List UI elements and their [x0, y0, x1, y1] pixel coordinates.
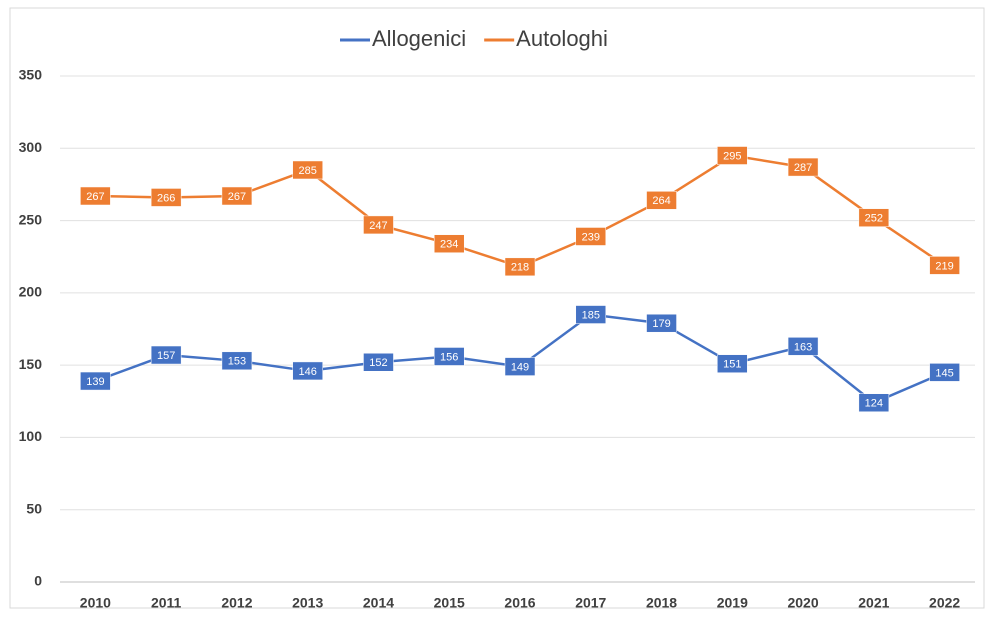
data-label-box — [504, 357, 536, 376]
data-label: 234 — [440, 239, 458, 251]
x-tick-label: 2010 — [80, 595, 111, 611]
data-label-box — [504, 257, 536, 277]
data-label-box — [433, 234, 465, 253]
data-label: 285 — [299, 165, 317, 177]
data-label-box — [929, 256, 960, 275]
x-tick-label: 2018 — [646, 595, 677, 611]
data-label: 179 — [652, 318, 670, 330]
y-tick-label: 350 — [19, 67, 43, 83]
data-label-box — [80, 371, 111, 391]
data-label-box — [646, 191, 677, 210]
data-label-box — [858, 393, 890, 412]
y-tick-label: 200 — [19, 284, 43, 300]
data-label: 139 — [86, 376, 104, 388]
data-label: 264 — [652, 195, 670, 207]
data-label-box — [80, 186, 111, 206]
data-label-box — [575, 305, 607, 324]
data-label-box — [717, 146, 748, 165]
data-label: 267 — [228, 191, 246, 203]
legend-label: Allogenici — [372, 26, 466, 51]
data-label-box — [150, 345, 182, 365]
x-tick-label: 2016 — [504, 595, 535, 611]
data-label-box — [858, 208, 890, 227]
data-label-box — [221, 186, 253, 206]
data-label: 267 — [86, 191, 104, 203]
x-tick-label: 2020 — [787, 595, 818, 611]
data-label-box — [646, 313, 677, 333]
data-label-box — [292, 361, 323, 381]
x-tick-label: 2011 — [151, 595, 182, 611]
x-tick-label: 2013 — [292, 595, 323, 611]
data-label-box — [929, 363, 960, 382]
data-label: 145 — [935, 367, 953, 379]
data-label: 185 — [582, 309, 600, 321]
x-tick-label: 2015 — [434, 595, 465, 611]
data-label-box — [221, 351, 253, 371]
y-tick-label: 150 — [19, 356, 43, 372]
data-label: 124 — [865, 398, 883, 410]
y-tick-label: 300 — [19, 139, 43, 155]
data-label: 219 — [935, 260, 953, 272]
y-tick-label: 50 — [26, 500, 42, 516]
data-label: 252 — [865, 213, 883, 225]
data-label: 247 — [369, 220, 387, 232]
x-tick-label: 2021 — [858, 595, 889, 611]
data-label: 218 — [511, 262, 529, 274]
data-label: 152 — [369, 357, 387, 369]
data-label-box — [292, 160, 323, 180]
x-tick-label: 2019 — [717, 595, 748, 611]
y-tick-label: 250 — [19, 211, 43, 227]
x-tick-label: 2017 — [575, 595, 606, 611]
data-label: 153 — [228, 356, 246, 368]
data-label: 163 — [794, 341, 812, 353]
data-label: 146 — [299, 366, 317, 378]
data-label: 151 — [723, 359, 741, 371]
data-label: 149 — [511, 361, 529, 373]
data-label: 287 — [794, 162, 812, 174]
data-label-box — [717, 354, 748, 373]
data-label: 295 — [723, 150, 741, 162]
x-tick-label: 2022 — [929, 595, 960, 611]
data-label: 157 — [157, 350, 175, 362]
chart-border — [9, 7, 985, 609]
data-label-box — [787, 337, 819, 356]
legend-label: Autologhi — [516, 26, 608, 51]
data-label: 156 — [440, 351, 458, 363]
x-tick-label: 2012 — [221, 595, 252, 611]
data-label: 239 — [582, 231, 600, 243]
data-label-box — [575, 227, 607, 246]
y-tick-label: 100 — [19, 428, 43, 444]
data-label-box — [363, 215, 394, 235]
data-label-box — [787, 157, 819, 177]
data-label-box — [433, 347, 465, 366]
data-label-box — [150, 188, 182, 207]
data-label: 266 — [157, 192, 175, 204]
x-tick-label: 2014 — [363, 595, 394, 611]
data-label-box — [363, 353, 394, 372]
y-tick-label: 0 — [34, 573, 42, 589]
